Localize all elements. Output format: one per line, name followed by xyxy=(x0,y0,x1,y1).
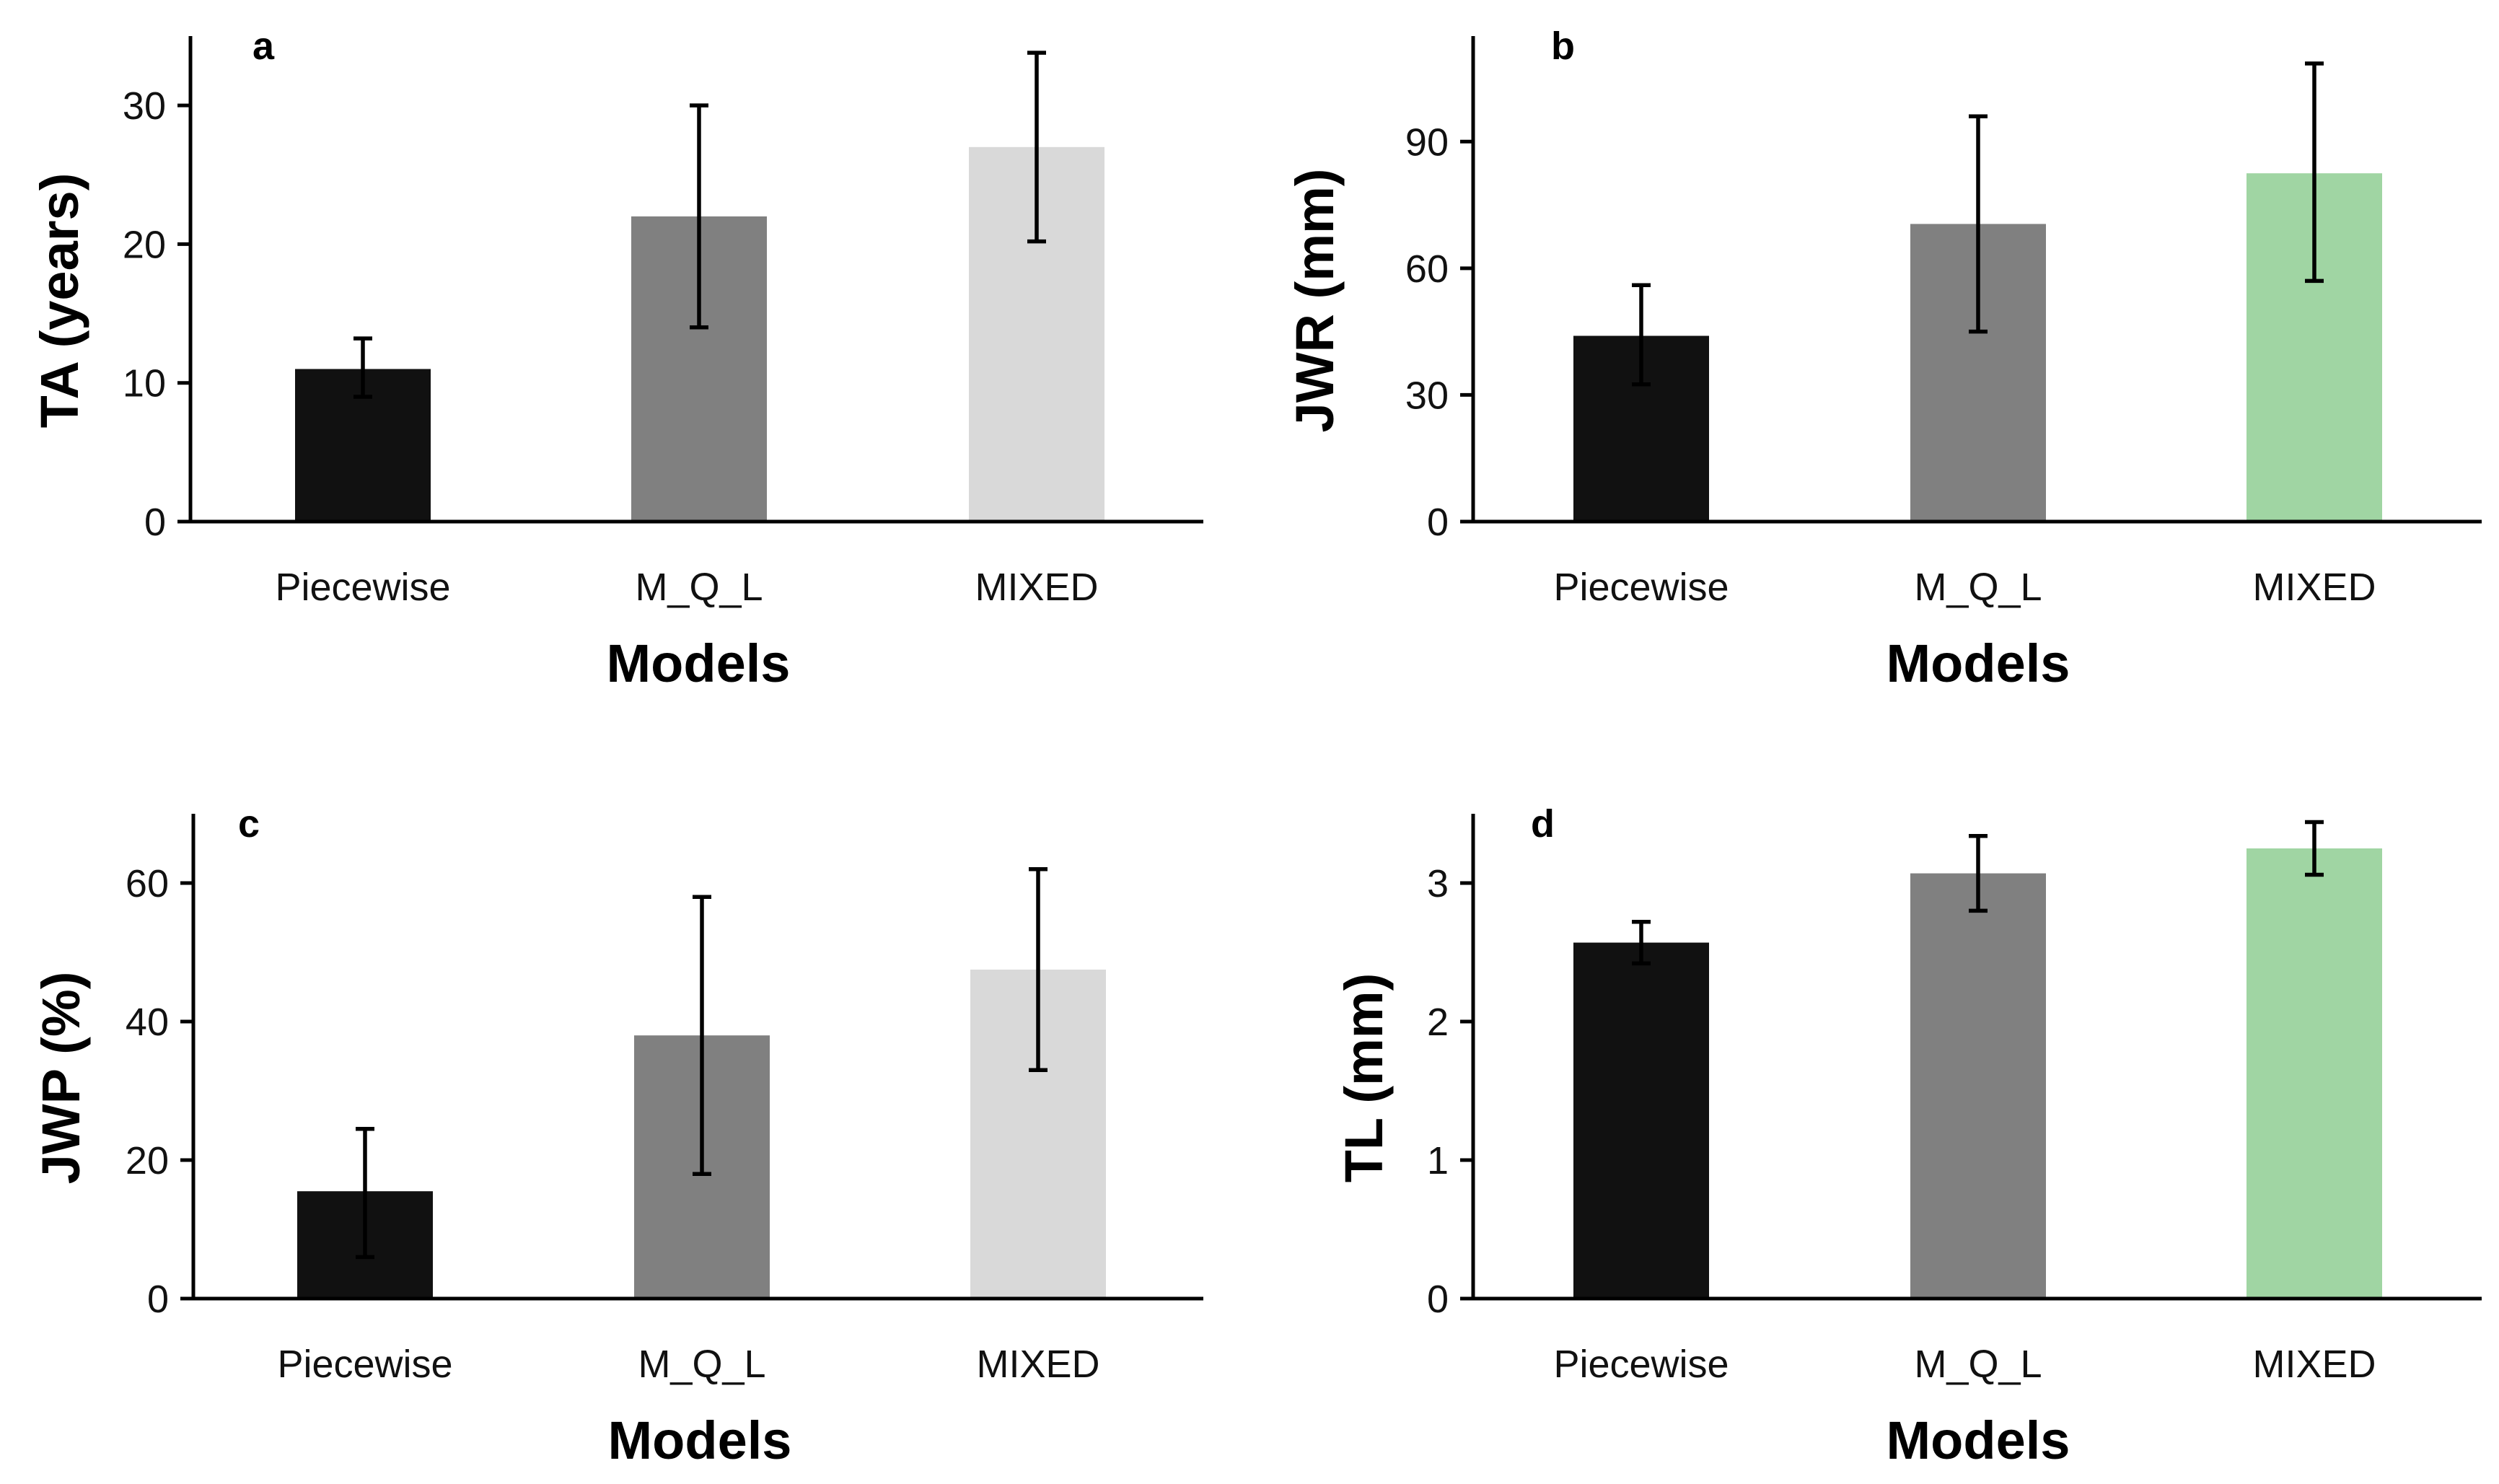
y-tick-label: 0 xyxy=(144,501,166,544)
y-tick-label: 0 xyxy=(1427,1278,1449,1321)
error-bar-c-m-q-l xyxy=(693,895,711,1176)
panel-label: c xyxy=(238,802,260,846)
error-bar-a-m-q-l xyxy=(690,103,708,330)
bar-d-m-q-l xyxy=(1910,873,2046,1299)
y-tick-label: 2 xyxy=(1427,1001,1449,1044)
chart-panel-d: 0 1 2 3 Piecewise M_Q_L MIXED Models TL (mm) d xyxy=(1334,802,2482,1470)
x-axis-title: Models xyxy=(608,1410,792,1470)
y-tick-label: 40 xyxy=(126,1001,169,1044)
error-bar-b-mixed xyxy=(2305,61,2324,284)
y-tick-label: 3 xyxy=(1427,862,1449,905)
y-tick-label: 30 xyxy=(1405,374,1449,417)
chart-panel-a: 0 10 20 30 Piecewise M_Q_L MIXED Models TA (year… xyxy=(30,25,1203,693)
bar-d-mixed xyxy=(2247,848,2382,1299)
x-tick-label: Piecewise xyxy=(1553,1343,1729,1386)
chart-panel-c: 0 20 40 60 Piecewise M_Q_L MIXED Models JWP (%) c xyxy=(31,802,1203,1470)
x-tick-label: Piecewise xyxy=(277,1343,452,1386)
x-tick-label: MIXED xyxy=(975,566,1098,609)
x-tick-label: M_Q_L xyxy=(1914,1343,2042,1386)
y-tick-label: 60 xyxy=(126,862,169,905)
x-tick-label: MIXED xyxy=(2252,566,2376,609)
y-tick-label: 60 xyxy=(1405,247,1449,291)
bar-d-piecewise xyxy=(1573,942,1709,1299)
y-tick-label: 90 xyxy=(1405,120,1449,164)
panel-label: b xyxy=(1551,25,1575,68)
y-tick-label: 10 xyxy=(123,362,166,405)
x-tick-label: M_Q_L xyxy=(1914,566,2042,609)
error-bar-a-mixed xyxy=(1027,51,1046,244)
x-tick-label: MIXED xyxy=(976,1343,1099,1386)
error-bar-b-m-q-l xyxy=(1969,114,1988,334)
y-axis-title: TL (mm) xyxy=(1334,973,1394,1183)
y-axis-title: JWP (%) xyxy=(31,972,91,1185)
panel-label: d xyxy=(1531,802,1555,846)
y-tick-label: 0 xyxy=(147,1278,169,1321)
x-tick-label: M_Q_L xyxy=(638,1343,765,1386)
x-tick-label: Piecewise xyxy=(1553,566,1729,609)
y-axis-title: TA (years) xyxy=(30,173,89,429)
x-axis-title: Models xyxy=(607,633,791,693)
x-tick-label: M_Q_L xyxy=(635,566,763,609)
x-axis-title: Models xyxy=(1887,633,2070,693)
x-axis-title: Models xyxy=(1887,1410,2070,1470)
y-tick-label: 20 xyxy=(126,1139,169,1182)
x-tick-label: Piecewise xyxy=(275,566,450,609)
x-tick-label: MIXED xyxy=(2252,1343,2376,1386)
y-axis-title: JWR (mm) xyxy=(1285,169,1345,433)
y-tick-label: 1 xyxy=(1427,1139,1449,1182)
panel-label: a xyxy=(252,25,275,68)
y-tick-label: 30 xyxy=(123,84,166,128)
error-bar-c-piecewise xyxy=(356,1127,374,1260)
error-bar-d-m-q-l xyxy=(1969,833,1988,913)
error-bar-c-mixed xyxy=(1029,867,1048,1072)
y-tick-label: 20 xyxy=(123,223,166,266)
y-tick-label: 0 xyxy=(1427,501,1449,544)
error-bar-a-piecewise xyxy=(353,336,372,399)
error-bar-d-mixed xyxy=(2305,820,2324,877)
chart-panel-b: 0 30 60 90 Piecewise M_Q_L MIXED Models JWR (mm)… xyxy=(1285,25,2482,693)
error-bar-d-piecewise xyxy=(1632,920,1651,966)
error-bar-b-piecewise xyxy=(1632,283,1651,387)
